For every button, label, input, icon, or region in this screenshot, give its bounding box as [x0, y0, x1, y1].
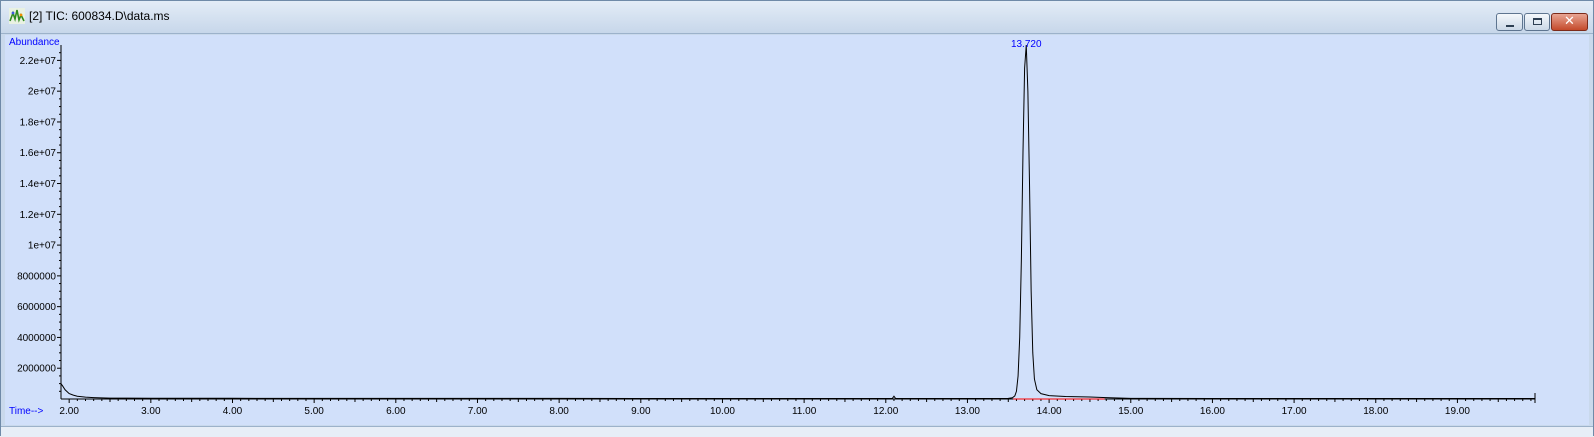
- close-icon: ✕: [1564, 14, 1575, 29]
- y-tick-label: 4000000: [17, 333, 56, 344]
- y-tick-label: 6000000: [17, 302, 56, 313]
- minimize-icon: [1506, 25, 1514, 27]
- x-tick-label: 13.00: [955, 406, 980, 417]
- y-tick-label: 1.8e+07: [20, 117, 57, 128]
- window-title: [2] TIC: 600834.D\data.ms: [29, 9, 170, 23]
- restore-icon: [1533, 18, 1542, 25]
- minimize-button[interactable]: [1496, 13, 1523, 31]
- y-tick-label: 2e+07: [28, 87, 57, 98]
- peak-label: 13.720: [1011, 39, 1042, 50]
- x-tick-label: 17.00: [1282, 406, 1307, 417]
- y-tick-label: 1.6e+07: [20, 148, 57, 159]
- x-tick-label: 8.00: [549, 406, 569, 417]
- y-tick-label: 1.2e+07: [20, 210, 57, 221]
- x-tick-label: 3.00: [141, 406, 161, 417]
- close-button[interactable]: ✕: [1551, 13, 1588, 31]
- x-tick-label: 7.00: [468, 406, 488, 417]
- x-tick-label: 6.00: [386, 406, 406, 417]
- x-tick-label: 19.00: [1445, 406, 1470, 417]
- x-tick-label: 2.00: [59, 406, 79, 417]
- x-tick-label: 5.00: [304, 406, 324, 417]
- y-tick-label: 1e+07: [28, 241, 57, 252]
- x-axis-label: Time-->: [9, 406, 44, 417]
- x-tick-label: 11.00: [792, 406, 817, 417]
- x-tick-label: 15.00: [1118, 406, 1143, 417]
- y-tick-label: 2.2e+07: [20, 56, 57, 67]
- y-tick-label: 1.4e+07: [20, 179, 57, 190]
- y-tick-label: 2000000: [17, 364, 56, 375]
- x-tick-label: 14.00: [1037, 406, 1062, 417]
- x-tick-label: 4.00: [223, 406, 243, 417]
- window-titlebar[interactable]: [2] TIC: 600834.D\data.ms ✕: [1, 1, 1593, 34]
- tic-trace-line: [60, 44, 1535, 399]
- y-tick-label: 8000000: [17, 271, 56, 282]
- x-tick-label: 10.00: [710, 406, 735, 417]
- plot-area[interactable]: 2000000 4000000 6000000 8000000 1e+07 1.2e+07…: [5, 35, 1589, 425]
- y-axis-label: Abundance: [9, 37, 60, 48]
- x-tick-label: 16.00: [1200, 406, 1225, 417]
- tic-chromatogram-chart: 2000000 4000000 6000000 8000000 1e+07 1.2e+07…: [9, 37, 1536, 417]
- x-tick-label: 9.00: [631, 406, 651, 417]
- x-tick-label: 12.00: [873, 406, 898, 417]
- x-tick-label: 18.00: [1363, 406, 1388, 417]
- restore-button[interactable]: [1524, 13, 1550, 31]
- chromatogram-app-icon: [9, 8, 25, 24]
- status-strip: [1, 426, 1593, 437]
